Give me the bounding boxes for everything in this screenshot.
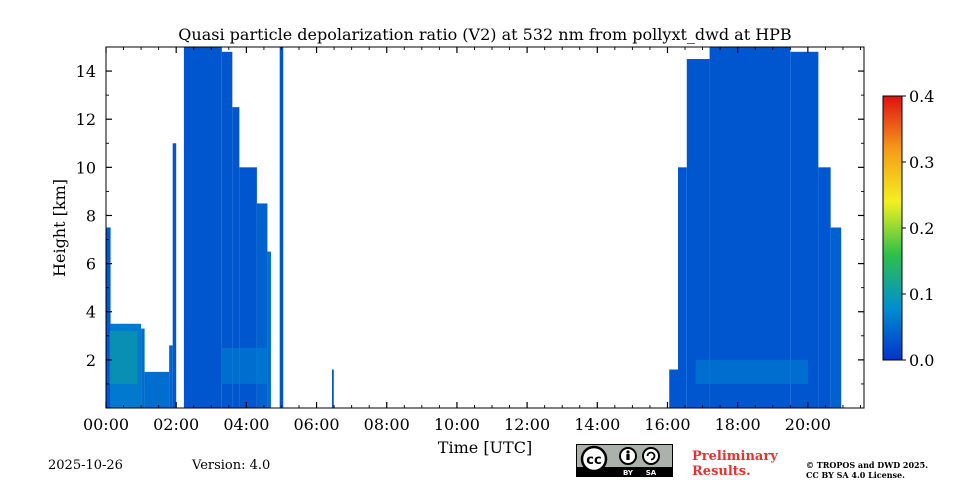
x-tick-label: 02:00 (153, 415, 199, 434)
data-column-17 (686, 59, 710, 408)
colorbar-tick-label: 0.4 (909, 87, 934, 106)
cc-license-badge: cc BY SA (576, 444, 673, 477)
colorbar-tick-label: 0.1 (909, 285, 934, 304)
date-label: 2025-10-26 (48, 458, 123, 473)
x-tick-label: 14:00 (574, 415, 620, 434)
data-column-7 (191, 47, 222, 408)
y-tick-label: 8 (86, 206, 96, 225)
x-tick-label: 00:00 (83, 415, 129, 434)
axes: 00:00 02:00 04:00 06:00 08:00 10:00 12:00 14:00… (76, 47, 864, 434)
colorbar-gradient (882, 95, 903, 361)
aerosol-layer-2 (695, 359, 808, 384)
badge-sa-text: SA (646, 469, 657, 476)
badge-by-text: BY (623, 469, 634, 476)
y-tick-label: 10 (76, 158, 96, 177)
plot-area (106, 47, 842, 408)
chart-title: Quasi particle depolarization ratio (V2)… (178, 25, 791, 44)
data-column-8 (221, 51, 233, 408)
data-column-6 (183, 47, 192, 408)
cc-icon (580, 445, 608, 473)
data-column-9 (232, 107, 240, 408)
data-column-11 (256, 203, 268, 408)
share-alike-icon (642, 447, 660, 465)
y-tick-label: 14 (76, 62, 96, 81)
colorbar-tick-label: 0.0 (909, 351, 934, 370)
data-column-3 (144, 371, 170, 408)
data-column-14 (331, 369, 334, 408)
y-axis-label: Height [km] (50, 179, 69, 277)
y-tick-label: 6 (86, 255, 96, 274)
y-tick-label: 2 (86, 351, 96, 370)
x-tick-label: 16:00 (644, 415, 690, 434)
preliminary-notice: Preliminary Results. (692, 449, 778, 479)
data-column-4 (169, 345, 173, 408)
data-column-5 (172, 143, 177, 408)
x-tick-label: 08:00 (364, 415, 410, 434)
x-tick-label: 10:00 (434, 415, 480, 434)
copyright-line-1: © TROPOS and DWD 2025. (806, 460, 928, 470)
aerosol-layer-0 (109, 330, 138, 384)
data-column-16 (678, 167, 687, 408)
preliminary-line-1: Preliminary (692, 449, 778, 464)
data-column-18 (709, 47, 791, 408)
preliminary-line-2: Results. (692, 464, 751, 479)
data-column-2 (141, 328, 145, 408)
svg-text:cc: cc (586, 453, 601, 468)
x-tick-label: 18:00 (715, 415, 761, 434)
data-column-21 (830, 227, 842, 408)
plot-frame (105, 46, 865, 409)
x-tick-label: 04:00 (223, 415, 269, 434)
colorbar-tick-label: 0.2 (909, 219, 934, 238)
x-tick-label: 20:00 (785, 415, 831, 434)
y-tick-label: 12 (76, 110, 96, 129)
version-label: Version: 4.0 (192, 458, 271, 473)
data-column-12 (267, 251, 271, 408)
aerosol-layer-1 (221, 347, 268, 384)
x-tick-label: 12:00 (504, 415, 550, 434)
copyright-line-2: CC BY SA 4.0 License. (806, 470, 905, 480)
copyright-notice: © TROPOS and DWD 2025. CC BY SA 4.0 Lice… (806, 460, 928, 480)
data-column-20 (818, 167, 831, 408)
x-tick-label: 06:00 (294, 415, 340, 434)
data-column-13 (279, 47, 284, 408)
colorbar-tick-label: 0.3 (909, 153, 934, 172)
data-column-19 (790, 51, 819, 408)
data-column-15 (669, 369, 679, 408)
x-axis-label: Time [UTC] (438, 438, 532, 457)
data-column-0 (106, 227, 111, 408)
colorbar: 0.0 0.1 0.2 0.3 0.4 (882, 87, 934, 370)
y-tick-label: 4 (86, 303, 96, 322)
